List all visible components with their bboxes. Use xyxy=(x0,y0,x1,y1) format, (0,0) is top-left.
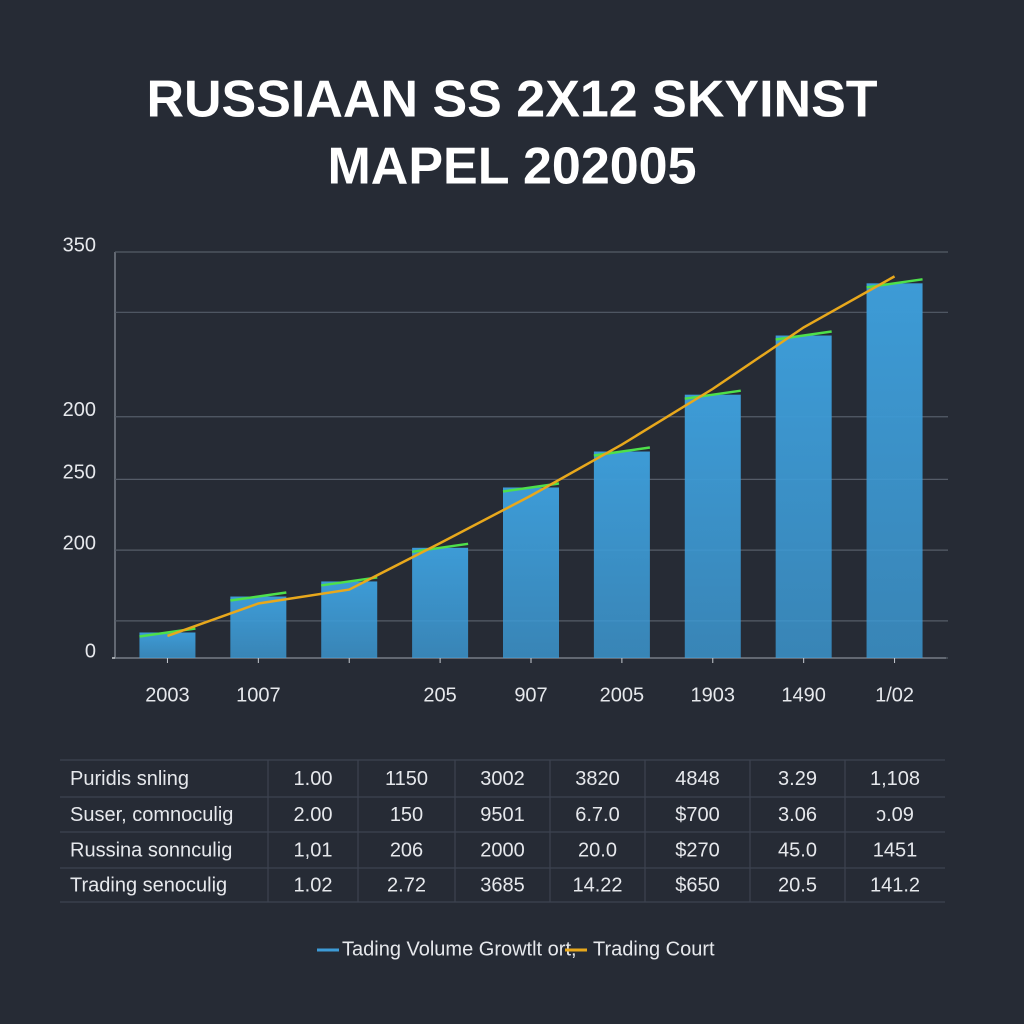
x-tick-label: 907 xyxy=(514,684,547,706)
table-cell: 141.2 xyxy=(870,874,920,896)
table-row-label: Puridis snling xyxy=(70,768,189,790)
y-tick-label: 250 xyxy=(63,462,96,484)
table-cell: 6.7.0 xyxy=(575,804,619,826)
bar xyxy=(684,394,741,658)
bar xyxy=(412,547,469,658)
table-row-label: Trading senoculig xyxy=(70,874,227,896)
table-cell: 1,01 xyxy=(294,839,333,861)
table-cell: 20.0 xyxy=(578,839,617,861)
legend-label: Trading Court xyxy=(593,938,715,960)
y-tick-label: 200 xyxy=(63,532,96,554)
table-row-label: Russina sonnculig xyxy=(70,839,232,861)
x-tick-label: 1/02 xyxy=(875,684,914,706)
table-cell: 1451 xyxy=(873,839,918,861)
bar xyxy=(321,581,378,658)
x-tick-label: 1490 xyxy=(781,684,826,706)
chart-title: RUSSIAAN SS 2X12 SKYINST xyxy=(146,71,877,129)
x-tick-label: 1903 xyxy=(691,684,736,706)
chart-title: MAPEL 202005 xyxy=(327,138,696,196)
table-cell: 3002 xyxy=(480,768,525,790)
x-tick-label: 205 xyxy=(423,684,456,706)
table-cell: 3.29 xyxy=(778,768,817,790)
table-cell: 2.72 xyxy=(387,874,426,896)
table-cell: $700 xyxy=(675,804,720,826)
table-cell: 14.22 xyxy=(572,874,622,896)
bar-highlight xyxy=(684,389,741,400)
y-tick-label: 0 xyxy=(85,640,96,662)
bar xyxy=(866,283,923,658)
table-cell: 20.5 xyxy=(778,874,817,896)
x-tick-label: 2005 xyxy=(600,684,645,706)
bar-highlight xyxy=(230,591,287,602)
y-tick-label: 200 xyxy=(63,399,96,421)
bar-highlight xyxy=(775,330,832,341)
table-cell: 2000 xyxy=(480,839,525,861)
table-cell: $270 xyxy=(675,839,720,861)
y-tick-label: 350 xyxy=(63,234,96,256)
bar xyxy=(139,632,196,658)
bar xyxy=(503,487,559,658)
bar xyxy=(593,451,650,658)
table-cell: 1.00 xyxy=(294,768,333,790)
table-cell: 150 xyxy=(390,804,423,826)
x-tick-label: 1007 xyxy=(236,684,281,706)
table-cell: ɔ.09 xyxy=(876,804,914,826)
bar xyxy=(775,335,832,658)
bar-highlight xyxy=(411,542,469,554)
table-cell: 1.02 xyxy=(294,874,333,896)
table-row-label: Suser, comnoculig xyxy=(70,804,233,826)
table-cell: 1150 xyxy=(385,768,428,790)
line xyxy=(167,275,896,638)
bar xyxy=(230,596,287,658)
table-cell: 4848 xyxy=(675,768,720,790)
table-cell: 206 xyxy=(390,839,423,861)
table-cell: 45.0 xyxy=(778,839,817,861)
table-cell: 1,108 xyxy=(870,768,920,790)
table-cell: $650 xyxy=(675,874,720,896)
table-cell: 3.06 xyxy=(778,804,817,826)
legend-label: Tading Volume Growtlt ort, xyxy=(342,938,577,960)
table-cell: 3820 xyxy=(575,768,620,790)
table-cell: 2.00 xyxy=(294,804,333,826)
x-tick-label: 2003 xyxy=(145,684,190,706)
table-cell: 9501 xyxy=(480,804,525,826)
table-cell: 3685 xyxy=(480,874,525,896)
